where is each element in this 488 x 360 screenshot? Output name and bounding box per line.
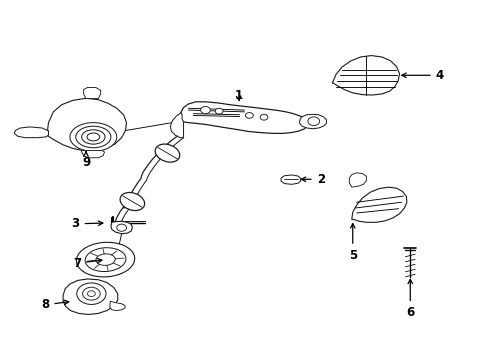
Polygon shape [81,150,104,158]
Ellipse shape [76,126,111,148]
Polygon shape [179,102,307,134]
Polygon shape [111,221,132,234]
Circle shape [307,117,319,126]
Polygon shape [170,113,183,138]
Ellipse shape [85,248,126,271]
Circle shape [215,108,223,114]
Text: 9: 9 [81,152,90,168]
Polygon shape [299,114,326,129]
Text: 3: 3 [71,217,102,230]
Circle shape [82,287,100,300]
Circle shape [245,113,253,118]
Text: 1: 1 [234,89,242,102]
Circle shape [77,283,106,305]
Ellipse shape [155,144,180,162]
Ellipse shape [87,133,100,141]
Polygon shape [14,127,48,138]
Polygon shape [47,98,126,150]
Ellipse shape [81,130,105,144]
Polygon shape [110,301,125,311]
Polygon shape [63,279,118,315]
Text: 8: 8 [41,298,69,311]
Ellipse shape [70,123,117,151]
Text: 6: 6 [406,279,413,319]
Polygon shape [281,175,300,184]
Text: 2: 2 [301,173,324,186]
Ellipse shape [76,242,134,277]
Polygon shape [351,187,406,222]
Ellipse shape [96,254,115,265]
Text: 4: 4 [401,69,443,82]
Circle shape [117,224,126,231]
Ellipse shape [120,193,144,211]
Polygon shape [83,87,101,99]
Polygon shape [348,173,366,187]
Polygon shape [331,55,399,95]
Circle shape [87,291,95,297]
Text: 5: 5 [348,224,356,262]
Circle shape [260,114,267,120]
Text: 7: 7 [73,257,102,270]
Circle shape [200,107,210,114]
